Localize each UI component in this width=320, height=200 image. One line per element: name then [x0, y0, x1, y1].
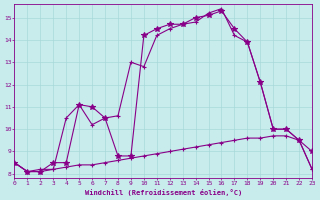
X-axis label: Windchill (Refroidissement éolien,°C): Windchill (Refroidissement éolien,°C): [84, 189, 242, 196]
